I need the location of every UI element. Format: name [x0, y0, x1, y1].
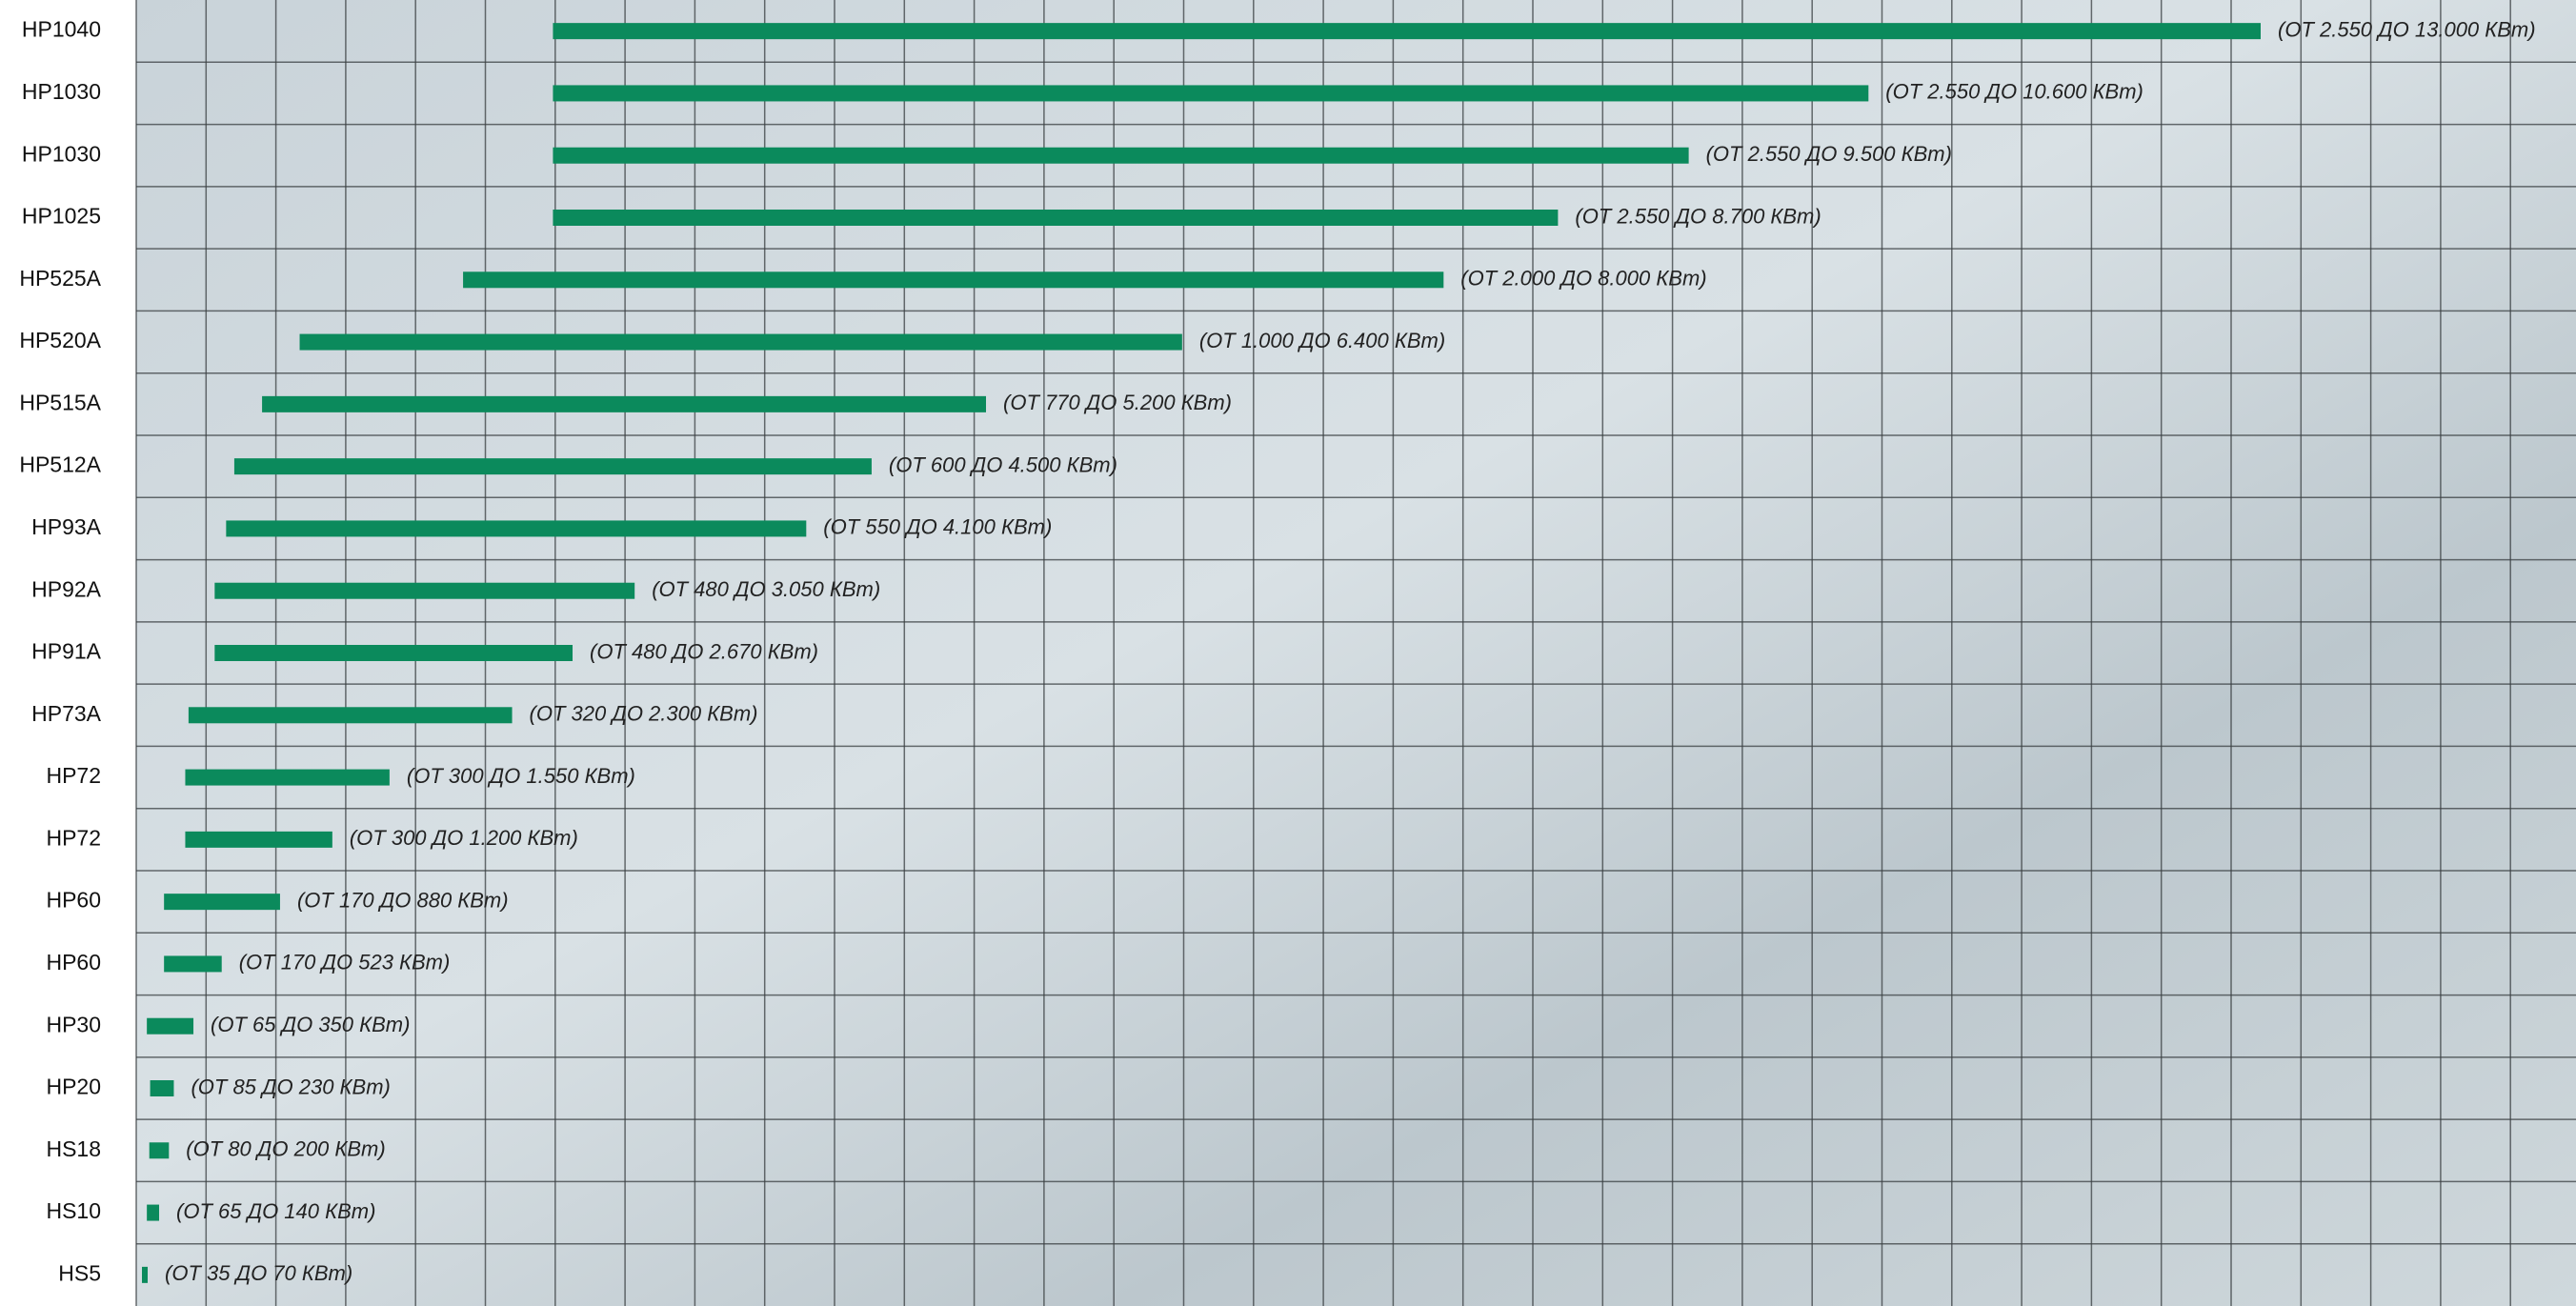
value-label: (ОТ 480 ДО 3.050 КВт)	[652, 577, 880, 601]
value-label: (ОТ 2.550 ДО 13.000 КВт)	[2278, 17, 2536, 41]
bar	[164, 894, 280, 911]
category-label: HP1040	[22, 17, 101, 42]
category-label: HS18	[46, 1136, 101, 1161]
value-label: (ОТ 300 ДО 1.200 КВт)	[350, 826, 578, 850]
category-label: HP93A	[31, 514, 102, 539]
bar	[553, 147, 1689, 164]
category-label: HP72	[46, 825, 101, 850]
bar	[233, 458, 872, 475]
value-label: (ОТ 600 ДО 4.500 КВт)	[889, 452, 1117, 476]
category-label: HP1030	[22, 79, 101, 104]
category-label: HP20	[46, 1075, 101, 1099]
bar	[147, 1204, 160, 1221]
value-label: (ОТ 770 ДО 5.200 КВт)	[1003, 391, 1232, 414]
value-label: (ОТ 80 ДО 200 КВт)	[186, 1137, 385, 1161]
bar	[226, 520, 807, 537]
value-label: (ОТ 480 ДО 2.670 КВт)	[590, 639, 818, 663]
bar	[147, 1017, 194, 1035]
value-label: (ОТ 1.000 ДО 6.400 КВт)	[1199, 329, 1445, 352]
category-label: HS10	[46, 1198, 101, 1223]
bar	[553, 85, 1869, 102]
value-label: (ОТ 2.550 ДО 10.600 КВт)	[1885, 80, 2143, 104]
bar	[262, 395, 987, 412]
value-label: (ОТ 170 ДО 523 КВт)	[239, 951, 451, 974]
category-label: HP515A	[19, 390, 101, 414]
bar	[188, 707, 513, 724]
bar	[150, 1080, 174, 1096]
bar	[185, 769, 390, 786]
value-label: (ОТ 35 ДО 70 КВт)	[165, 1261, 352, 1285]
value-label: (ОТ 65 ДО 140 КВт)	[176, 1199, 375, 1223]
bar	[149, 1142, 170, 1159]
label-column	[0, 0, 136, 1306]
category-label: HS5	[58, 1260, 101, 1285]
category-label: HP1030	[22, 141, 101, 166]
category-label: HP91A	[31, 639, 102, 664]
bar	[185, 831, 332, 848]
bar	[299, 333, 1182, 351]
bar	[463, 271, 1444, 289]
value-label: (ОТ 300 ДО 1.550 КВт)	[407, 764, 635, 788]
category-label: HP525A	[19, 266, 101, 291]
category-label: HP73A	[31, 701, 102, 726]
bar	[553, 23, 2261, 40]
value-label: (ОТ 550 ДО 4.100 КВт)	[823, 515, 1052, 539]
bar	[553, 210, 1559, 226]
marks: HP1040 (ОТ 2.550 ДО 13.000 КВт) HP1030 (ОТ …	[19, 17, 2535, 1286]
category-label: HP92A	[31, 576, 102, 601]
category-label: HP30	[46, 1012, 101, 1036]
category-label: HP60	[46, 888, 101, 913]
value-label: (ОТ 85 ДО 230 КВт)	[191, 1075, 390, 1098]
value-label: (ОТ 2.550 ДО 8.700 КВт)	[1575, 204, 1821, 228]
category-label: HP72	[46, 763, 101, 788]
value-label: (ОТ 170 ДО 880 КВт)	[297, 888, 509, 912]
value-label: (ОТ 2.000 ДО 8.000 КВт)	[1460, 267, 1706, 291]
category-label: HP520A	[19, 328, 101, 352]
value-label: (ОТ 320 ДО 2.300 КВт)	[530, 702, 758, 726]
bar	[214, 645, 574, 661]
category-label: HP1025	[22, 204, 101, 229]
category-label: HP60	[46, 950, 101, 974]
value-label: (ОТ 2.550 ДО 9.500 КВт)	[1706, 142, 1952, 166]
bar	[142, 1266, 149, 1283]
bar	[164, 955, 222, 973]
category-label: HP512A	[19, 452, 101, 477]
value-label: (ОТ 65 ДО 350 КВт)	[211, 1013, 410, 1036]
bar	[214, 582, 635, 599]
